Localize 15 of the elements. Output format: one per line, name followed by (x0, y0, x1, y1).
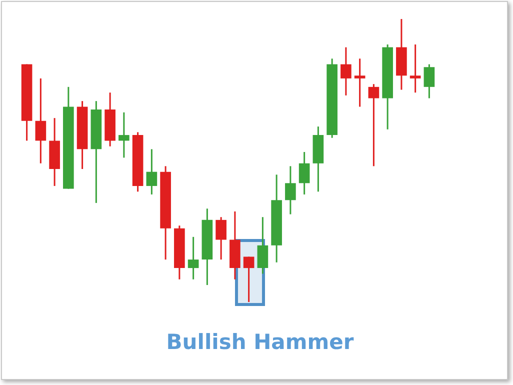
text: Bullish Hammer (166, 330, 354, 354)
candlestick (285, 165, 296, 216)
candlestick (368, 83, 380, 167)
candlestick (216, 216, 226, 260)
candlestick (257, 216, 268, 274)
candlestick (188, 236, 199, 280)
candlestick (35, 78, 46, 164)
candlestick (118, 112, 130, 158)
candlestick (410, 44, 421, 94)
candlestick (424, 64, 435, 99)
candlestick (354, 58, 366, 108)
candlestick (243, 256, 254, 303)
candlestick (340, 46, 352, 96)
candlestick (298, 151, 310, 196)
candlestick (146, 148, 158, 196)
